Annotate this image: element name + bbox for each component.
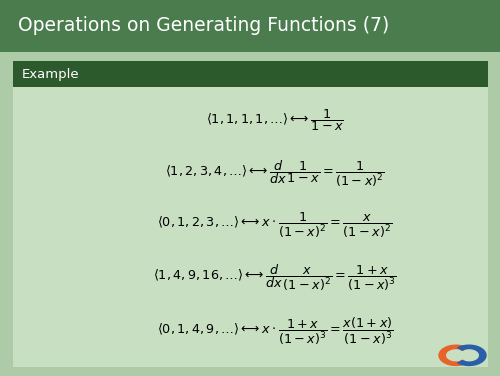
FancyBboxPatch shape — [0, 0, 500, 52]
Text: Operations on Generating Functions (7): Operations on Generating Functions (7) — [18, 17, 389, 35]
Text: $\langle 0,1,2,3,\ldots\rangle \longleftrightarrow x\cdot\dfrac{1}{(1-x)^2} = \d: $\langle 0,1,2,3,\ldots\rangle \longleft… — [158, 211, 392, 240]
FancyBboxPatch shape — [12, 61, 488, 87]
Text: $\langle 1,2,3,4,\ldots\rangle \longleftrightarrow \dfrac{d}{dx}\dfrac{1}{1-x} =: $\langle 1,2,3,4,\ldots\rangle \longleft… — [165, 159, 385, 189]
Wedge shape — [438, 344, 468, 366]
Text: $\langle 1,4,9,16,\ldots\rangle \longleftrightarrow \dfrac{d}{dx}\dfrac{x}{(1-x): $\langle 1,4,9,16,\ldots\rangle \longlef… — [153, 262, 397, 293]
Text: Example: Example — [22, 68, 79, 80]
Text: $\langle 0,1,4,9,\ldots\rangle \longleftrightarrow x\cdot\dfrac{1+x}{(1-x)^3} = : $\langle 0,1,4,9,\ldots\rangle \longleft… — [156, 316, 394, 347]
Text: $\langle 1,1,1,1,\ldots\rangle \longleftrightarrow \dfrac{1}{1-x}$: $\langle 1,1,1,1,\ldots\rangle \longleft… — [206, 106, 344, 132]
FancyBboxPatch shape — [12, 61, 488, 367]
Wedge shape — [456, 344, 486, 366]
